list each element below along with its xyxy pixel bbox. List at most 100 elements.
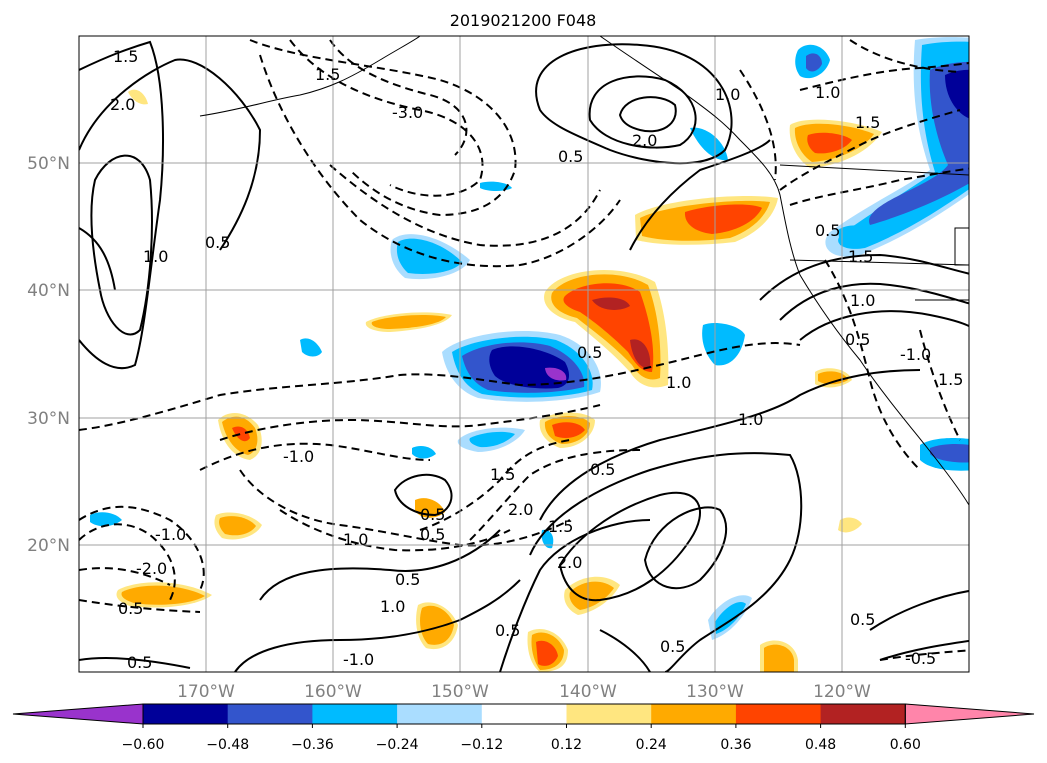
colorbar-tick-label: 0.36 [720, 737, 751, 753]
contour-line [79, 40, 164, 370]
contour-line [469, 449, 641, 541]
contour-label: 1.0 [666, 373, 691, 392]
contour-label: -1.0 [283, 447, 314, 466]
plot-frame [78, 35, 970, 673]
contour-line [279, 509, 511, 552]
positive-anomaly-region [219, 516, 256, 536]
contour-label: 0.5 [660, 637, 685, 656]
contour-label: -1.0 [900, 345, 931, 364]
negative-anomaly-core [489, 346, 570, 389]
positive-anomaly-region [807, 132, 852, 154]
contour-label: 0.5 [850, 610, 875, 629]
contour-label: -0.5 [905, 649, 936, 668]
lat-tick-label: 30°N [27, 409, 70, 429]
negative-anomaly-region [806, 53, 822, 72]
positive-anomaly-region [128, 89, 148, 105]
lon-tick-label: 140°W [559, 682, 617, 702]
positive-anomaly-region [818, 371, 848, 385]
contour-line [219, 404, 601, 441]
negative-anomaly-region [838, 225, 880, 247]
border-line [779, 164, 970, 176]
lon-axis-labels: 170°W 160°W 150°W 140°W 130°W 120°W [177, 682, 871, 702]
contour-line [234, 579, 521, 672]
contour-line [739, 69, 777, 181]
contour-label: 0.5 [495, 621, 520, 640]
positive-anomaly-region [232, 426, 250, 442]
north-america-coast [599, 35, 970, 506]
contour-line [239, 469, 571, 547]
contour-line [759, 253, 969, 301]
contour-line [79, 227, 116, 291]
contour-line [799, 62, 969, 91]
contour-line [329, 39, 468, 156]
contour-label: 0.5 [420, 525, 445, 544]
colorbar-segment [651, 704, 737, 724]
contour-label: 0.5 [205, 233, 230, 252]
colorbar-tick-labels: −0.60 −0.48 −0.36 −0.24 −0.12 0.12 0.24 0.36 0.4… [122, 724, 921, 753]
aleutian-chain [199, 35, 421, 117]
contour-line [79, 567, 171, 586]
contour-line [499, 519, 651, 672]
negative-anomaly-region [541, 529, 554, 549]
contour-label: 1.0 [815, 83, 840, 102]
colorbar-segment [312, 704, 398, 724]
colorbar-tick-label: 0.48 [805, 737, 836, 753]
contour-label: 0.5 [845, 330, 870, 349]
lat-axis-labels: 50°N 40°N 30°N 20°N [27, 154, 70, 556]
contour-label: 1.0 [738, 410, 763, 429]
contour-line [529, 452, 803, 672]
colorbar-tick-label: 0.24 [636, 737, 667, 753]
contour-label: 1.5 [315, 65, 340, 84]
negative-anomaly-region [480, 181, 512, 191]
coastline [199, 35, 970, 506]
colorbar-segment [227, 704, 313, 724]
contour-label: 1.5 [938, 370, 963, 389]
contour-label: 0.5 [590, 460, 615, 479]
dashed-contours [79, 39, 969, 661]
contour-line [824, 259, 921, 471]
graticule [79, 36, 969, 672]
positive-anomaly-region [420, 605, 454, 645]
colorbar-segment [143, 704, 229, 724]
contour-label: 1.5 [848, 247, 873, 266]
contour-line [588, 75, 697, 149]
colorbar-tick-label: 0.60 [890, 737, 921, 753]
contour-line [539, 369, 921, 521]
negative-anomaly-region [702, 323, 745, 366]
contour-line [79, 505, 205, 591]
negative-anomaly-region [469, 431, 515, 448]
contour-label: 1.0 [850, 291, 875, 310]
negative-anomaly-region [412, 446, 436, 459]
negative-anomaly-region [90, 512, 122, 527]
contour-label: 1.0 [343, 530, 368, 549]
lon-tick-label: 160°W [304, 682, 362, 702]
contour-line [779, 282, 969, 321]
positive-anomaly-region [371, 314, 446, 329]
contour-label: 1.5 [490, 465, 515, 484]
lat-tick-label: 40°N [27, 281, 70, 301]
contour-line [90, 154, 153, 336]
colorbar-segments [12, 703, 1035, 725]
negative-anomaly-core [945, 69, 969, 119]
contour-label: 1.5 [855, 113, 880, 132]
contour-line [869, 589, 969, 631]
map-plot-area [79, 37, 969, 672]
contour-label: 0.5 [395, 570, 420, 589]
negative-anomaly-region [690, 127, 728, 161]
negative-anomaly-region [300, 338, 322, 357]
contour-label: 0.5 [558, 147, 583, 166]
contour-label: -1.0 [155, 525, 186, 544]
colorbar: −0.60 −0.48 −0.36 −0.24 −0.12 0.12 0.24 0.36 0.4… [12, 703, 1035, 753]
plot-title: 2019021200 F048 [450, 11, 597, 30]
positive-anomaly-core [592, 297, 630, 310]
contour-label: 0.5 [127, 653, 152, 672]
contour-label: 0.5 [577, 343, 602, 362]
contour-line [259, 529, 501, 601]
positive-anomaly-region [684, 204, 762, 234]
contour-line [79, 656, 191, 669]
contour-line [779, 109, 961, 191]
lake-outline [954, 227, 970, 266]
contour-line [558, 491, 701, 602]
contour-line [259, 54, 621, 268]
